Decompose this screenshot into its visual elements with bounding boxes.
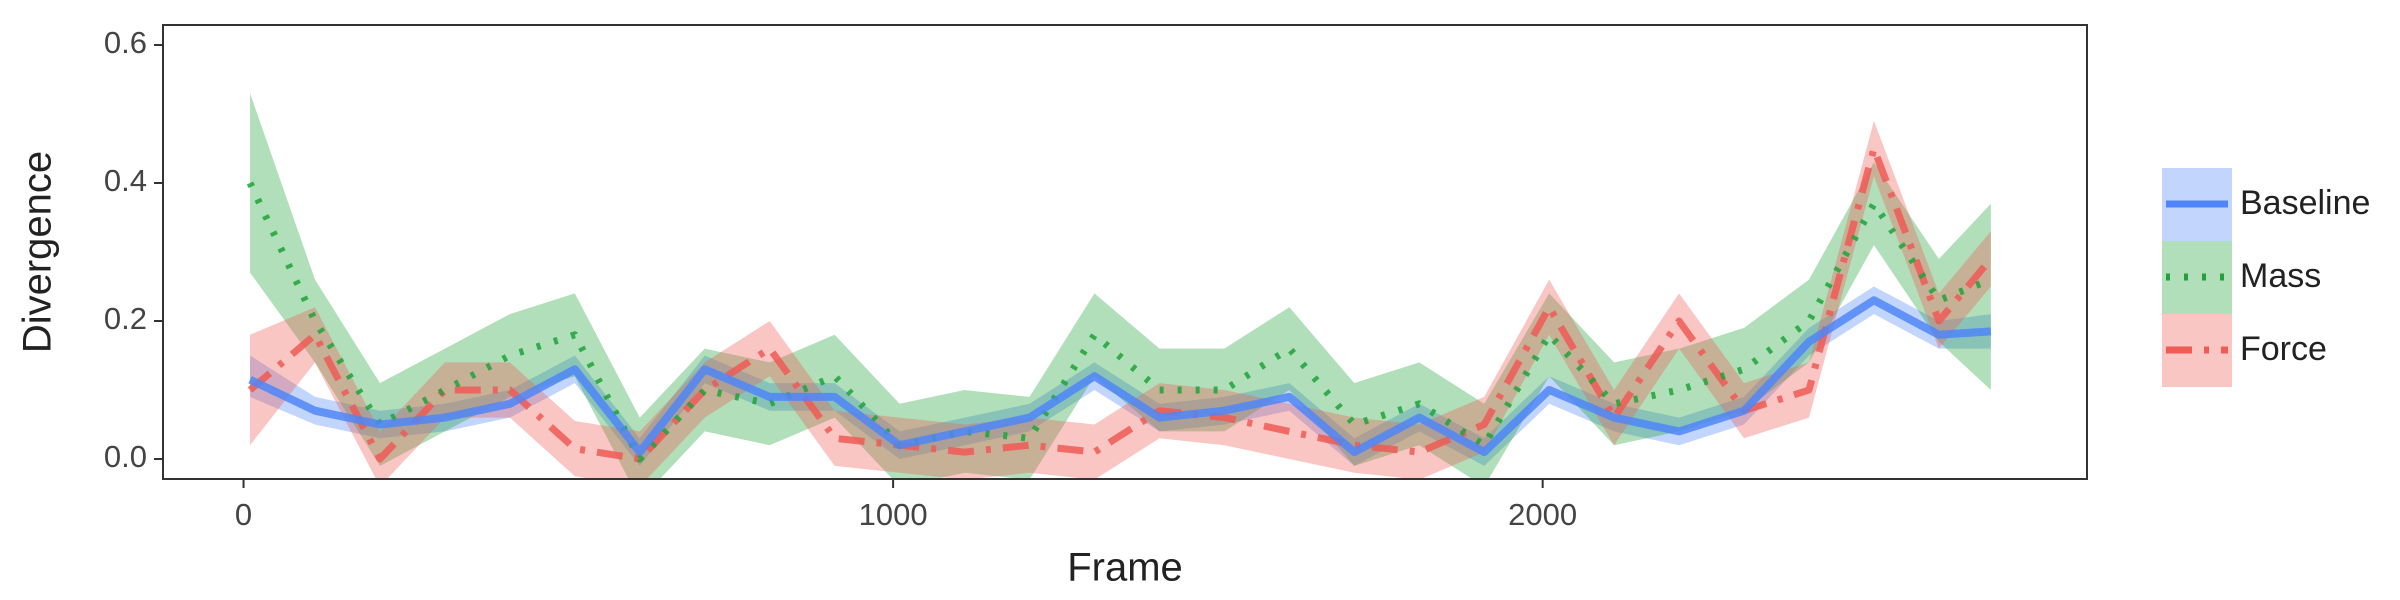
y-tick-label: 0.4 bbox=[104, 163, 147, 198]
legend-label: Force bbox=[2240, 330, 2327, 368]
x-axis-title: Frame bbox=[1067, 546, 1183, 590]
x-tick-label: 0 bbox=[235, 497, 252, 532]
legend-label: Mass bbox=[2240, 257, 2321, 295]
legend-label: Baseline bbox=[2240, 184, 2370, 222]
x-tick-label: 2000 bbox=[1508, 497, 1577, 532]
panel-border bbox=[162, 24, 2088, 480]
series-line bbox=[248, 296, 1992, 457]
confidence-band bbox=[250, 93, 1991, 479]
y-tick-label: 0.2 bbox=[104, 301, 147, 336]
series-line bbox=[247, 145, 1994, 463]
x-tick-label: 1000 bbox=[859, 497, 928, 532]
y-tick-label: 0.0 bbox=[104, 439, 147, 474]
y-tick-label: 0.6 bbox=[104, 25, 147, 60]
y-axis-title: Divergence bbox=[16, 151, 60, 353]
plot-area bbox=[246, 93, 1994, 479]
